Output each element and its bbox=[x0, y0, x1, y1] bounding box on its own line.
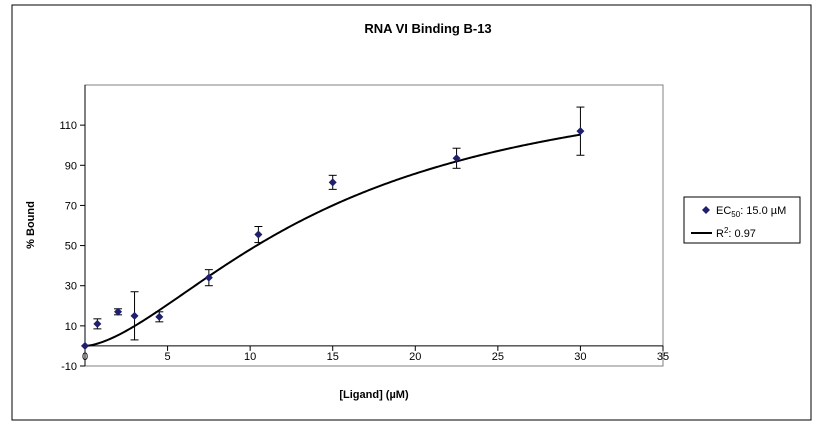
data-point bbox=[81, 341, 89, 350]
x-tick-label: 10 bbox=[244, 351, 256, 363]
y-tick-label: 110 bbox=[59, 120, 77, 132]
data-point bbox=[452, 154, 461, 163]
x-axis-label: [Ligand] (µM) bbox=[339, 389, 409, 401]
legend-fit-prefix: R bbox=[716, 228, 724, 240]
y-tick-label: -10 bbox=[61, 361, 77, 373]
x-tick-label: 0 bbox=[82, 351, 88, 363]
legend-box bbox=[683, 196, 801, 244]
data-point bbox=[204, 273, 213, 282]
legend-fit-superscript: 2 bbox=[724, 226, 729, 235]
x-tick-label: 15 bbox=[327, 351, 339, 363]
legend-diamond-marker bbox=[702, 206, 710, 214]
legend-fit-suffix: : 0.97 bbox=[728, 228, 756, 240]
legend: EC50: 15.0 µM R2: 0.97 bbox=[683, 196, 801, 244]
x-tick-label: 20 bbox=[409, 351, 421, 363]
x-tick-label: 30 bbox=[574, 351, 586, 363]
y-tick-label: 30 bbox=[65, 281, 77, 293]
axes: 0 5 10 15 20 25 30 35 -10 10 30 50 70 90 110 bbox=[59, 85, 669, 373]
data-point bbox=[93, 319, 102, 328]
data-point bbox=[254, 230, 263, 239]
x-tick-label: 25 bbox=[492, 351, 504, 363]
y-tick-label: 70 bbox=[65, 200, 77, 212]
y-tick-label: 50 bbox=[65, 241, 77, 253]
legend-points-suffix: : 15.0 µM bbox=[740, 205, 786, 217]
data-point bbox=[155, 312, 164, 321]
legend-points-subscript: 50 bbox=[731, 210, 740, 219]
data-points-layer bbox=[81, 127, 585, 350]
x-tick-label: 5 bbox=[165, 351, 171, 363]
chart-title: RNA VI Binding B-13 bbox=[364, 21, 491, 36]
chart-area-border bbox=[11, 4, 812, 421]
y-axis-label: % Bound bbox=[25, 201, 37, 249]
legend-points-prefix: EC bbox=[716, 205, 731, 217]
data-point bbox=[130, 311, 139, 320]
x-tick-label: 35 bbox=[657, 351, 669, 363]
fit-curve bbox=[84, 133, 581, 347]
fit-curve-layer bbox=[84, 133, 581, 347]
data-point bbox=[328, 178, 337, 187]
y-tick-label: 90 bbox=[65, 160, 77, 172]
y-tick-label: 10 bbox=[65, 321, 77, 333]
data-point bbox=[114, 307, 123, 316]
legend-item-fit: R2: 0.97 bbox=[716, 226, 756, 240]
data-point bbox=[576, 127, 585, 136]
legend-item-points: EC50: 15.0 µM bbox=[716, 205, 786, 219]
